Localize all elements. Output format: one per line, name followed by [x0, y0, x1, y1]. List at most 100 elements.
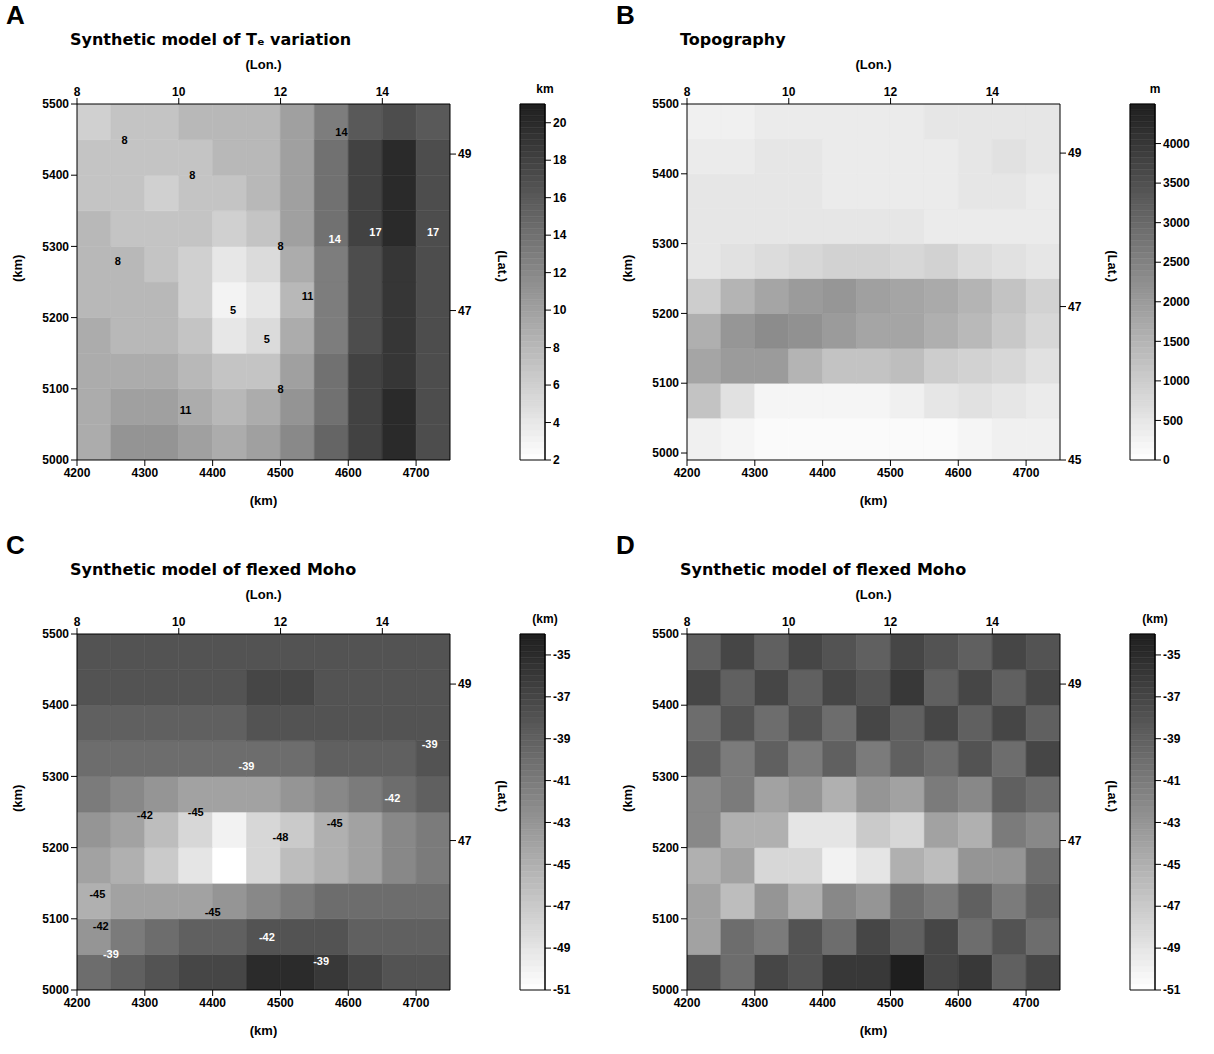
svg-text:(Lat.): (Lat.)	[495, 250, 510, 282]
svg-text:12: 12	[274, 615, 288, 629]
svg-text:500: 500	[1163, 414, 1183, 428]
svg-text:4600: 4600	[945, 466, 972, 480]
svg-text:2: 2	[553, 453, 560, 467]
svg-text:4700: 4700	[403, 996, 430, 1010]
svg-text:4500: 4500	[267, 996, 294, 1010]
svg-text:4: 4	[553, 416, 560, 430]
svg-text:10: 10	[172, 85, 186, 99]
svg-text:5000: 5000	[42, 983, 69, 997]
svg-text:11: 11	[302, 290, 314, 302]
svg-text:5100: 5100	[652, 376, 679, 390]
svg-text:47: 47	[458, 834, 472, 848]
svg-text:-35: -35	[553, 648, 571, 662]
svg-text:-42: -42	[137, 809, 153, 821]
svg-text:5100: 5100	[42, 382, 69, 396]
svg-text:4600: 4600	[945, 996, 972, 1010]
svg-text:8: 8	[115, 255, 121, 267]
svg-text:49: 49	[458, 677, 472, 691]
svg-text:4200: 4200	[64, 466, 91, 480]
svg-text:5500: 5500	[42, 627, 69, 641]
svg-text:(Lat.): (Lat.)	[1105, 780, 1120, 812]
svg-text:-39: -39	[239, 760, 255, 772]
svg-text:12: 12	[884, 615, 898, 629]
svg-text:-45: -45	[1163, 858, 1181, 872]
svg-text:8: 8	[277, 383, 283, 395]
svg-text:-47: -47	[1163, 899, 1181, 913]
svg-text:5200: 5200	[42, 311, 69, 325]
svg-text:4500: 4500	[877, 466, 904, 480]
svg-text:4600: 4600	[335, 996, 362, 1010]
svg-text:5200: 5200	[652, 841, 679, 855]
svg-text:-45: -45	[205, 906, 221, 918]
svg-text:-39: -39	[1163, 732, 1181, 746]
svg-text:-42: -42	[384, 792, 400, 804]
svg-text:8: 8	[553, 341, 560, 355]
svg-text:(km): (km)	[250, 1023, 277, 1038]
svg-text:(Lon.): (Lon.)	[245, 57, 281, 72]
svg-text:3000: 3000	[1163, 216, 1190, 230]
svg-text:1000: 1000	[1163, 374, 1190, 388]
svg-text:8: 8	[684, 85, 691, 99]
svg-text:-47: -47	[553, 899, 571, 913]
svg-text:4200: 4200	[674, 996, 701, 1010]
svg-text:-48: -48	[273, 831, 289, 843]
svg-text:4600: 4600	[335, 466, 362, 480]
svg-text:-43: -43	[1163, 816, 1181, 830]
svg-text:49: 49	[458, 147, 472, 161]
svg-text:4400: 4400	[809, 996, 836, 1010]
svg-text:5000: 5000	[652, 983, 679, 997]
svg-text:-37: -37	[1163, 690, 1181, 704]
svg-text:5100: 5100	[42, 912, 69, 926]
svg-text:-51: -51	[553, 983, 571, 997]
svg-text:14: 14	[329, 233, 342, 245]
svg-text:-39: -39	[553, 732, 571, 746]
svg-text:17: 17	[427, 226, 439, 238]
svg-text:5300: 5300	[42, 240, 69, 254]
svg-text:4300: 4300	[741, 466, 768, 480]
svg-text:(km): (km)	[860, 1023, 887, 1038]
svg-text:4500: 4500	[877, 996, 904, 1010]
svg-text:5400: 5400	[42, 698, 69, 712]
svg-text:4200: 4200	[64, 996, 91, 1010]
svg-text:10: 10	[172, 615, 186, 629]
svg-text:16: 16	[553, 191, 567, 205]
svg-text:11: 11	[180, 404, 192, 416]
svg-text:-37: -37	[553, 690, 571, 704]
svg-text:(km): (km)	[620, 785, 635, 812]
svg-text:-42: -42	[259, 931, 275, 943]
svg-text:4200: 4200	[674, 466, 701, 480]
svg-text:(Lon.): (Lon.)	[245, 587, 281, 602]
svg-text:4300: 4300	[131, 996, 158, 1010]
svg-text:4000: 4000	[1163, 137, 1190, 151]
svg-text:-45: -45	[553, 858, 571, 872]
svg-text:(km): (km)	[860, 493, 887, 508]
svg-text:2500: 2500	[1163, 255, 1190, 269]
svg-text:4700: 4700	[1013, 996, 1040, 1010]
svg-text:5400: 5400	[42, 168, 69, 182]
svg-text:(Lat.): (Lat.)	[495, 780, 510, 812]
svg-text:10: 10	[553, 303, 567, 317]
svg-text:(km): (km)	[10, 785, 25, 812]
svg-text:-45: -45	[89, 888, 105, 900]
svg-text:5300: 5300	[652, 237, 679, 251]
svg-text:5500: 5500	[652, 627, 679, 641]
svg-text:6: 6	[553, 378, 560, 392]
svg-text:8: 8	[684, 615, 691, 629]
svg-text:14: 14	[376, 85, 390, 99]
svg-text:20: 20	[553, 116, 567, 130]
svg-text:17: 17	[369, 226, 381, 238]
svg-text:5300: 5300	[42, 770, 69, 784]
svg-text:4700: 4700	[403, 466, 430, 480]
svg-text:-41: -41	[1163, 774, 1181, 788]
svg-text:5: 5	[230, 304, 236, 316]
svg-text:12: 12	[884, 85, 898, 99]
svg-text:-42: -42	[93, 920, 109, 932]
svg-text:47: 47	[458, 304, 472, 318]
svg-text:-39: -39	[103, 948, 119, 960]
svg-text:(Lon.): (Lon.)	[855, 587, 891, 602]
svg-text:4400: 4400	[809, 466, 836, 480]
svg-text:12: 12	[553, 266, 567, 280]
svg-text:-39: -39	[313, 955, 329, 967]
svg-text:(Lon.): (Lon.)	[855, 57, 891, 72]
svg-text:4300: 4300	[741, 996, 768, 1010]
